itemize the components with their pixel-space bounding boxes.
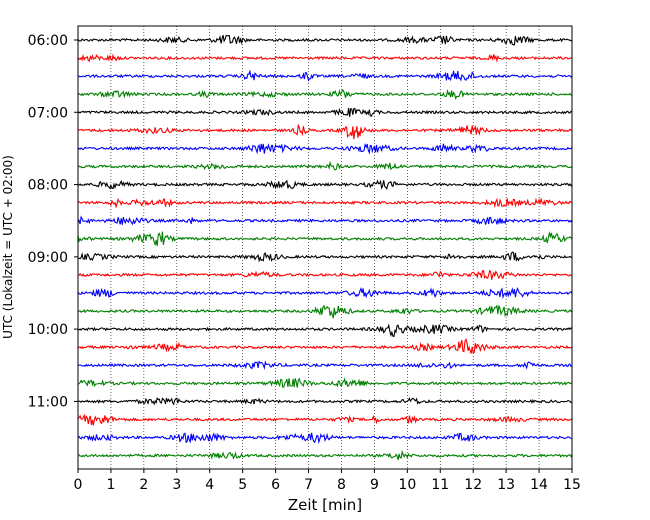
y-tick-label: 09:00	[28, 250, 68, 266]
trace-0615	[77, 53, 573, 63]
trace-1045	[77, 377, 573, 388]
x-tick-label: 9	[370, 477, 379, 493]
x-axis-title: Zeit [min]	[288, 496, 362, 514]
x-axis-ticks: 0 1 2 3 4 5 6 7 8 9 10 11 12 13 14 15	[74, 469, 581, 493]
trace-0830	[77, 215, 573, 226]
x-tick-label: 3	[172, 477, 181, 493]
x-tick-label: 11	[431, 477, 449, 493]
trace-0730	[77, 142, 573, 155]
trace-1115	[77, 413, 573, 426]
trace-1145	[77, 449, 573, 461]
x-tick-label: 6	[271, 477, 280, 493]
x-tick-label: 12	[464, 477, 482, 493]
vertical-grid	[110, 26, 540, 469]
y-axis-title: UTC (Lokalzeit = UTC + 02:00)	[1, 155, 15, 339]
trace-1100	[77, 396, 573, 406]
x-tick-label: 4	[205, 477, 214, 493]
x-tick-label: 1	[106, 477, 115, 493]
trace-0700	[77, 107, 573, 117]
x-tick-label: 8	[337, 477, 346, 493]
x-tick-label: 2	[139, 477, 148, 493]
x-tick-label: 13	[497, 477, 515, 493]
trace-1030	[77, 360, 573, 370]
x-tick-label: 5	[238, 477, 247, 493]
trace-0900	[77, 251, 573, 263]
y-axis-ticks: 06:00 07:00 08:00 09:00 10:00 11:00	[28, 33, 78, 410]
trace-0845	[77, 231, 573, 247]
x-tick-label: 15	[563, 477, 581, 493]
trace-1130	[77, 432, 572, 445]
x-tick-label: 10	[398, 477, 416, 493]
y-tick-label: 07:00	[28, 105, 68, 121]
trace-0800	[77, 179, 573, 190]
y-tick-label: 10:00	[28, 322, 68, 338]
trace-0600	[77, 34, 573, 46]
y-tick-label: 08:00	[28, 178, 68, 194]
y-tick-label: 11:00	[28, 394, 68, 410]
trace-1000	[77, 323, 573, 338]
trace-0930	[77, 286, 573, 300]
trace-0815	[77, 197, 573, 209]
trace-0630	[77, 69, 573, 82]
trace-0715	[77, 123, 573, 140]
trace-0745	[77, 160, 573, 171]
trace-0645	[77, 88, 573, 101]
trace-0945	[77, 304, 573, 319]
x-tick-label: 0	[74, 477, 83, 493]
y-tick-label: 06:00	[28, 33, 68, 49]
trace-0915	[77, 269, 573, 280]
trace-1015	[77, 338, 573, 355]
x-tick-label: 14	[530, 477, 548, 493]
x-tick-label: 7	[304, 477, 313, 493]
plot-frame	[77, 25, 573, 470]
seismic-traces	[77, 34, 573, 461]
